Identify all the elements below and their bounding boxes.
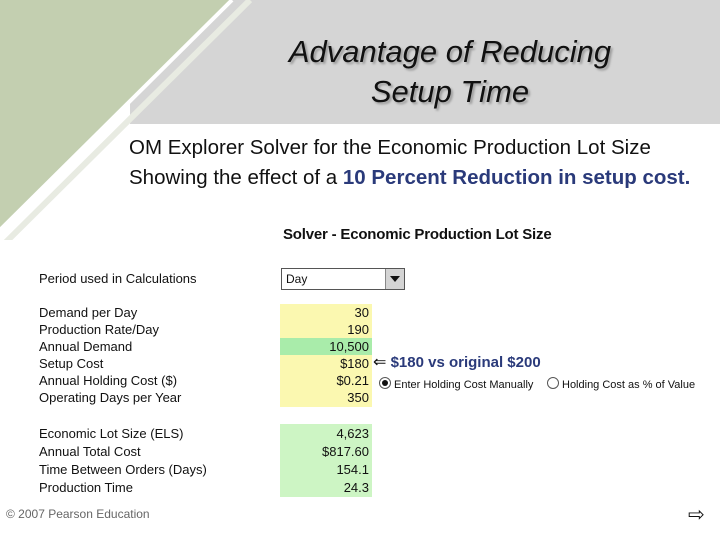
period-label: Period used in Calculations bbox=[39, 271, 197, 286]
annual-demand-value: 10,500 bbox=[280, 338, 372, 355]
subtitle-highlight: 10 Percent Reduction in setup cost. bbox=[342, 166, 691, 189]
subtitle-text: OM Explorer Solver for the Economic Prod… bbox=[129, 136, 651, 189]
els-value: 4,623 bbox=[280, 425, 372, 442]
copyright-footer: © 2007 Pearson Education bbox=[6, 507, 150, 521]
time-between-orders-label: Time Between Orders (Days) bbox=[39, 462, 207, 477]
chevron-down-icon bbox=[390, 276, 400, 282]
production-rate-value[interactable]: 190 bbox=[280, 321, 372, 338]
title-line-2: Setup Time bbox=[370, 74, 530, 109]
radio-percent-holding-cost[interactable]: Holding Cost as % of Value bbox=[547, 377, 695, 391]
setup-cost-annotation: ⇐ $180 vs original $200 bbox=[373, 352, 541, 372]
production-time-label: Production Time bbox=[39, 480, 133, 495]
time-between-orders-value: 154.1 bbox=[280, 461, 372, 478]
annual-total-cost-label: Annual Total Cost bbox=[39, 444, 141, 459]
radio-percent-label: Holding Cost as % of Value bbox=[562, 379, 696, 391]
next-slide-arrow-icon[interactable]: ⇨ bbox=[688, 504, 705, 526]
slide-title: Advantage of Reducing Setup Time bbox=[230, 32, 670, 112]
holding-cost-label: Annual Holding Cost ($) bbox=[39, 373, 178, 388]
left-arrow-icon: ⇐ bbox=[373, 354, 387, 371]
production-time-value: 24.3 bbox=[280, 479, 372, 496]
radio-manual-label: Enter Holding Cost Manually bbox=[394, 379, 534, 391]
slide-subtitle: OM Explorer Solver for the Economic Prod… bbox=[129, 133, 709, 193]
operating-days-label: Operating Days per Year bbox=[39, 390, 182, 405]
demand-per-day-label: Demand per Day bbox=[39, 305, 138, 320]
period-select-value: Day bbox=[286, 272, 308, 286]
annotation-text: $180 vs original $200 bbox=[390, 354, 541, 371]
period-select[interactable]: Day bbox=[281, 268, 405, 290]
setup-cost-label: Setup Cost bbox=[39, 356, 104, 371]
operating-days-value[interactable]: 350 bbox=[280, 389, 372, 406]
radio-manual-holding-cost[interactable]: Enter Holding Cost Manually bbox=[379, 377, 533, 391]
radio-unselected-icon bbox=[547, 377, 559, 389]
demand-per-day-value[interactable]: 30 bbox=[280, 304, 372, 321]
els-label: Economic Lot Size (ELS) bbox=[39, 426, 184, 441]
setup-cost-value[interactable]: $180 bbox=[280, 355, 372, 372]
production-rate-label: Production Rate/Day bbox=[39, 322, 159, 337]
dropdown-button[interactable] bbox=[385, 269, 404, 289]
annual-demand-label: Annual Demand bbox=[39, 339, 133, 354]
decorative-triangle bbox=[0, 0, 253, 240]
radio-selected-icon bbox=[379, 377, 391, 389]
holding-cost-value[interactable]: $0.21 bbox=[280, 372, 372, 389]
annual-total-cost-value: $817.60 bbox=[280, 443, 372, 460]
title-line-1: Advantage of Reducing bbox=[288, 34, 612, 69]
solver-title: Solver - Economic Production Lot Size bbox=[283, 226, 552, 243]
